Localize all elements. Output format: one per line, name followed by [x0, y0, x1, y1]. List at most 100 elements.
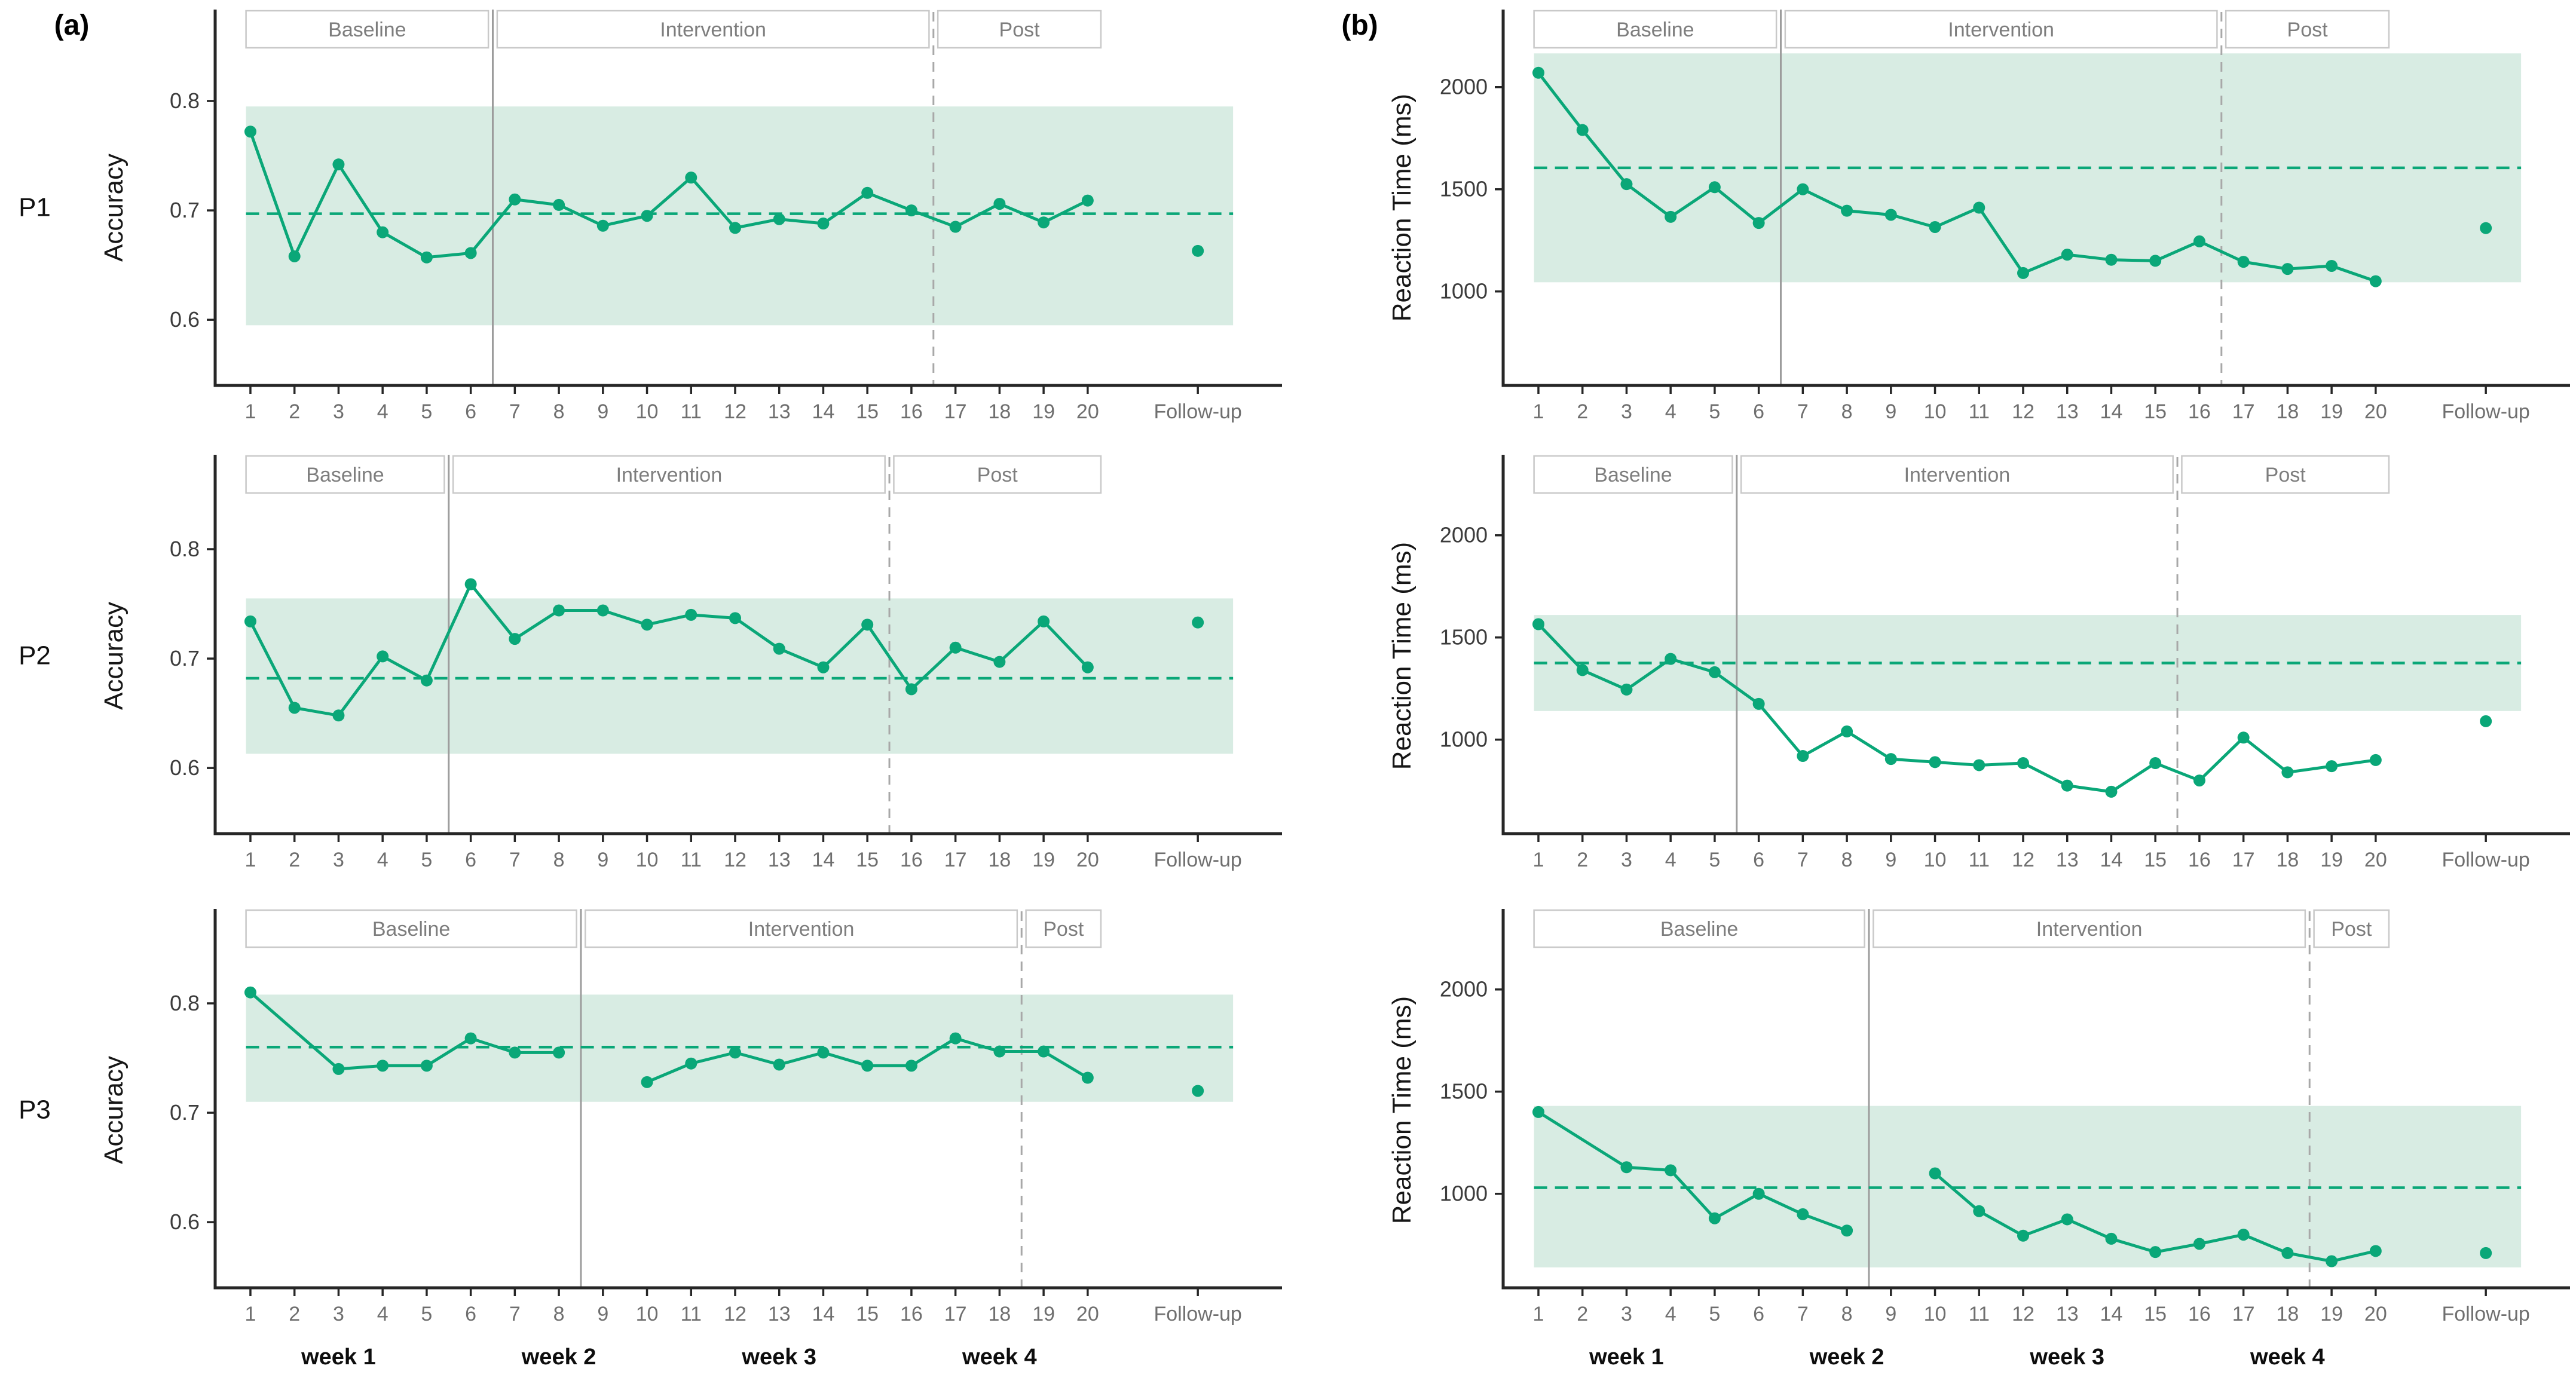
- data-point: [288, 702, 301, 714]
- x-tick-label: Follow-up: [1154, 1303, 1241, 1325]
- x-tick-label: 18: [988, 849, 1011, 871]
- x-tick-label: 17: [2232, 1303, 2255, 1325]
- x-tick-label: 5: [421, 400, 432, 423]
- x-tick-label: 7: [1797, 400, 1809, 423]
- x-tick-label: 5: [1709, 400, 1720, 423]
- y-tick-label: 1500: [1440, 177, 1488, 201]
- data-point: [464, 247, 477, 259]
- phase-box: [2181, 455, 2390, 494]
- phase-box-label: Post: [977, 464, 1018, 486]
- x-tick-label: 1: [245, 1303, 256, 1325]
- y-tick-label: 0.8: [170, 88, 200, 113]
- phase-box-label: Baseline: [328, 19, 406, 41]
- data-point: [949, 221, 962, 233]
- data-point: [685, 608, 697, 621]
- data-point: [596, 604, 609, 617]
- week-label: week 2: [1809, 1345, 1884, 1370]
- x-tick-label: 6: [465, 849, 476, 871]
- data-point: [377, 1060, 389, 1072]
- data-point: [1797, 1208, 1809, 1220]
- data-point: [1841, 1224, 1853, 1237]
- data-point: [773, 213, 785, 225]
- data-point: [1708, 181, 1721, 194]
- x-tick-label: 19: [2320, 400, 2343, 423]
- data-point: [685, 1057, 697, 1070]
- data-point: [1797, 750, 1809, 763]
- x-tick-label: 8: [553, 400, 565, 423]
- y-tick-label: 2000: [1440, 977, 1488, 1002]
- series-b-p2: [1532, 618, 2492, 798]
- x-tick-label: 1: [245, 400, 256, 423]
- x-tick-label: 14: [812, 400, 835, 423]
- data-point: [332, 158, 345, 171]
- data-point: [420, 1060, 433, 1072]
- series-line: [1537, 71, 2378, 283]
- x-tick-label: 12: [724, 400, 747, 423]
- data-point: [1532, 618, 1544, 630]
- phase-box: [2225, 10, 2390, 49]
- data-point: [861, 1060, 874, 1072]
- x-tick-label: 4: [1665, 400, 1676, 423]
- data-point: [1620, 178, 1633, 191]
- x-tick-label: 11: [1969, 1303, 1990, 1325]
- y-tick-label: 0.8: [170, 991, 200, 1015]
- x-tick-label: 1: [1533, 849, 1544, 871]
- x-tick-label: 6: [1753, 849, 1764, 871]
- phase-box: [937, 10, 1102, 49]
- series-b-p3: [1532, 1106, 2492, 1267]
- x-tick-label: 3: [333, 1303, 344, 1325]
- y-tick-label: 1000: [1440, 727, 1488, 752]
- data-point: [1752, 1187, 1765, 1200]
- data-point: [332, 709, 345, 722]
- phase-box-label: Baseline: [372, 918, 450, 941]
- data-point: [464, 578, 477, 590]
- x-tick-label: 9: [1885, 849, 1896, 871]
- x-tick-label: 9: [1885, 1303, 1896, 1325]
- data-point: [2281, 766, 2294, 779]
- x-tick-label: 15: [856, 400, 879, 423]
- x-tick-label: 5: [1709, 849, 1720, 871]
- data-point: [420, 251, 433, 264]
- x-tick-label: 5: [421, 1303, 432, 1325]
- x-tick-label: 7: [509, 1303, 521, 1325]
- panel-letter: (a): [54, 10, 90, 41]
- x-tick-label: 15: [2144, 849, 2167, 871]
- x-tick-label: 5: [421, 849, 432, 871]
- y-tick-label: 0.7: [170, 198, 200, 222]
- series-b-p1: [1532, 66, 2492, 287]
- y-tick-label: 0.6: [170, 755, 200, 780]
- x-tick-label: Follow-up: [2442, 400, 2529, 423]
- phase-box: [585, 909, 1018, 948]
- data-point: [2105, 785, 2118, 798]
- data-point: [596, 219, 609, 232]
- x-tick-label: 3: [333, 849, 344, 871]
- data-point: [1973, 759, 1985, 771]
- x-tick-label: 17: [2232, 400, 2255, 423]
- series-line: [249, 130, 1090, 259]
- phase-box-label: Baseline: [306, 464, 384, 486]
- week-label: week 2: [521, 1345, 596, 1370]
- x-tick-label: 20: [2364, 1303, 2387, 1325]
- phase-box: [1025, 909, 1102, 948]
- data-point: [905, 683, 917, 696]
- data-point: [905, 1060, 917, 1072]
- data-point: [1884, 753, 1897, 766]
- x-tick-label: 15: [856, 1303, 879, 1325]
- phase-box: [1784, 10, 2218, 49]
- x-tick-label: 17: [2232, 849, 2255, 871]
- week-label: week 3: [2029, 1345, 2104, 1370]
- x-tick-label: 17: [944, 400, 967, 423]
- series-line: [249, 583, 1090, 717]
- x-tick-label: 10: [636, 400, 659, 423]
- phase-box-label: Intervention: [1904, 464, 2011, 486]
- data-point: [729, 1046, 741, 1059]
- data-point: [729, 222, 741, 234]
- x-tick-label: 16: [900, 400, 923, 423]
- data-point: [1841, 204, 1853, 217]
- data-point: [1038, 1045, 1050, 1058]
- data-point: [729, 612, 741, 624]
- phase-box: [245, 10, 489, 49]
- phase-box-label: Intervention: [660, 19, 766, 41]
